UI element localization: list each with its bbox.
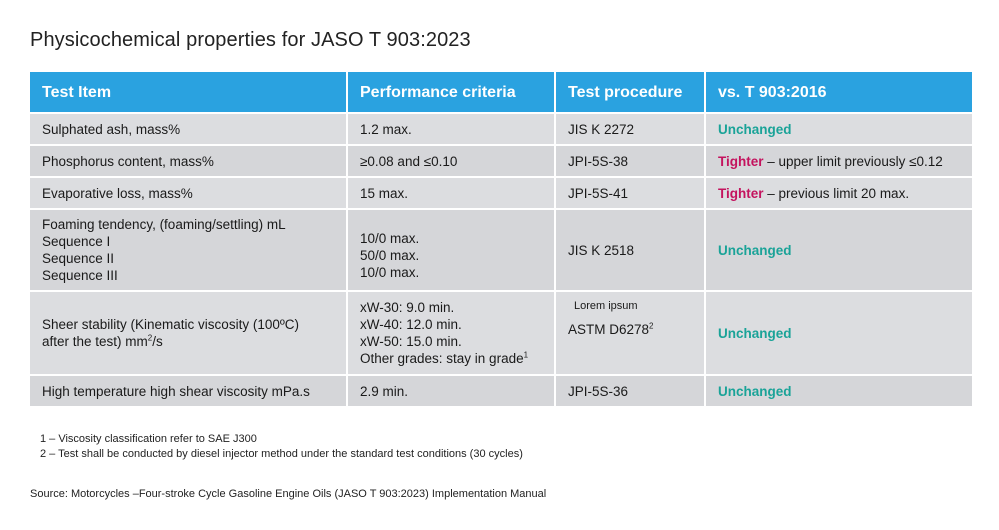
criteria-text: xW-30: 9.0 min. (360, 300, 455, 315)
status-cell: Tighter – previous limit 20 max. (706, 178, 972, 208)
table-row: Phosphorus content, mass% ≥0.08 and ≤0.1… (30, 146, 972, 176)
properties-table: Test Item Performance criteria Test proc… (30, 72, 972, 408)
criteria-text: xW-50: 15.0 min. (360, 334, 462, 349)
criteria-cell: ≥0.08 and ≤0.10 (348, 146, 554, 176)
criteria-cell: 10/0 max. 50/0 max. 10/0 max. (348, 210, 554, 290)
procedure-cell: JIS K 2272 (556, 114, 704, 144)
table-header-row: Test Item Performance criteria Test proc… (30, 72, 972, 112)
footnote-ref: 1 (523, 350, 529, 360)
source-citation: Source: Motorcycles –Four-stroke Cycle G… (30, 488, 547, 500)
test-item-text: Sulphated ash, mass% (42, 121, 181, 137)
status-label: Tighter (718, 185, 764, 201)
procedure-text: JPI-5S-38 (568, 153, 629, 169)
test-item-text: after the test) mm (42, 334, 148, 349)
status-note: – previous limit 20 max. (763, 185, 910, 201)
header-vs-2016: vs. T 903:2016 (706, 72, 972, 112)
procedure-text: JIS K 2518 (568, 242, 635, 258)
status-cell: Tighter – upper limit previously ≤0.12 (706, 146, 972, 176)
status-cell: Unchanged (706, 292, 972, 374)
criteria-text: xW-40: 12.0 min. (360, 317, 462, 332)
criteria-text: 2.9 min. (360, 383, 409, 399)
test-item-text: Sequence III (42, 268, 118, 283)
header-test-item: Test Item (30, 72, 346, 112)
footnote-ref: 2 (649, 321, 654, 331)
test-item-text: Phosphorus content, mass% (42, 153, 214, 169)
header-test-procedure: Test procedure (556, 72, 704, 112)
status-label: Unchanged (718, 121, 792, 137)
test-item-text: Sequence I (42, 234, 111, 249)
footnote-2: 2 – Test shall be conducted by diesel in… (40, 448, 523, 460)
procedure-text: JPI-5S-36 (568, 383, 629, 399)
status-label: Tighter (718, 153, 764, 169)
test-item-text: Foaming tendency, (foaming/settling) mL (42, 217, 286, 232)
table-row: Foaming tendency, (foaming/settling) mL … (30, 210, 972, 290)
procedure-cell: JPI-5S-41 (556, 178, 704, 208)
criteria-text: ≥0.08 and ≤0.10 (360, 153, 458, 169)
criteria-text: 10/0 max. (360, 231, 420, 246)
superscript: 2 (147, 333, 153, 343)
criteria-text: 10/0 max. (360, 265, 420, 280)
status-cell: Unchanged (706, 210, 972, 290)
status-label: Unchanged (718, 383, 792, 399)
status-label: Unchanged (718, 242, 792, 258)
footnotes: 1 – Viscosity classification refer to SA… (40, 432, 523, 462)
test-item-cell: High temperature high shear viscosity mP… (30, 376, 346, 406)
table-row: Sulphated ash, mass% 1.2 max. JIS K 2272… (30, 114, 972, 144)
table-row: High temperature high shear viscosity mP… (30, 376, 972, 406)
procedure-text: ASTM D6278 (568, 322, 650, 337)
test-item-cell: Foaming tendency, (foaming/settling) mL … (30, 210, 346, 290)
footnote-1: 1 – Viscosity classification refer to SA… (40, 433, 257, 445)
criteria-cell: xW-30: 9.0 min. xW-40: 12.0 min. xW-50: … (348, 292, 554, 374)
criteria-text: 1.2 max. (360, 121, 412, 137)
status-note: – upper limit previously ≤0.12 (763, 153, 943, 169)
criteria-text: 50/0 max. (360, 248, 420, 263)
procedure-cell: JIS K 2518 (556, 210, 704, 290)
status-cell: Unchanged (706, 376, 972, 406)
test-item-cell: Phosphorus content, mass% (30, 146, 346, 176)
test-item-text: Evaporative loss, mass% (42, 185, 193, 201)
test-item-text: Sheer stability (Kinematic viscosity (10… (42, 317, 300, 332)
criteria-cell: 2.9 min. (348, 376, 554, 406)
procedure-note: Lorem ipsum (574, 300, 638, 312)
test-item-text: Sequence II (42, 251, 115, 266)
status-label: Unchanged (718, 325, 792, 341)
test-item-text: /s (152, 334, 163, 349)
procedure-cell: JPI-5S-36 (556, 376, 704, 406)
test-item-cell: Sheer stability (Kinematic viscosity (10… (30, 292, 346, 374)
test-item-cell: Evaporative loss, mass% (30, 178, 346, 208)
test-item-text: High temperature high shear viscosity mP… (42, 383, 310, 399)
procedure-cell: Lorem ipsum ASTM D62782 (556, 292, 704, 374)
criteria-cell: 1.2 max. (348, 114, 554, 144)
criteria-cell: 15 max. (348, 178, 554, 208)
table-row: Evaporative loss, mass% 15 max. JPI-5S-4… (30, 178, 972, 208)
criteria-text: Other grades: stay in grade (360, 351, 524, 366)
procedure-text: JPI-5S-41 (568, 185, 629, 201)
criteria-text: 15 max. (360, 185, 409, 201)
procedure-text: JIS K 2272 (568, 121, 635, 137)
test-item-cell: Sulphated ash, mass% (30, 114, 346, 144)
table-row: Sheer stability (Kinematic viscosity (10… (30, 292, 972, 374)
header-performance-criteria: Performance criteria (348, 72, 554, 112)
status-cell: Unchanged (706, 114, 972, 144)
procedure-cell: JPI-5S-38 (556, 146, 704, 176)
page-title: Physicochemical properties for JASO T 90… (30, 29, 471, 51)
